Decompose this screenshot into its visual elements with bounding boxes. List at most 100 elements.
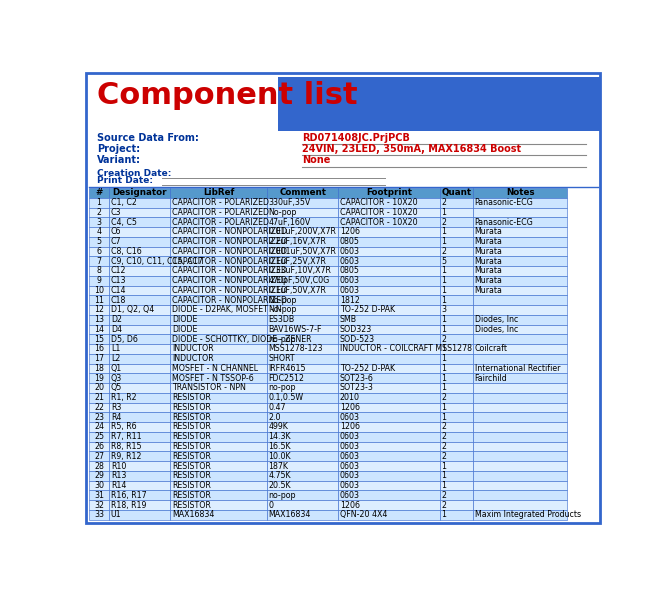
Bar (440, 354, 473, 363)
Bar (89, 237, 109, 247)
Text: RESISTOR: RESISTOR (172, 452, 211, 461)
Bar (89, 256, 109, 266)
Bar (267, 335, 338, 344)
Bar (338, 490, 440, 500)
Bar (473, 432, 567, 442)
Text: CAPACITOR - NONPOLARIZED: CAPACITOR - NONPOLARIZED (172, 227, 287, 237)
Text: R3: R3 (111, 403, 121, 412)
Bar (89, 217, 109, 227)
Text: D2: D2 (111, 315, 122, 324)
Text: 1: 1 (442, 354, 447, 363)
Text: 1: 1 (442, 286, 447, 295)
Text: 24: 24 (94, 422, 104, 431)
Bar (109, 247, 170, 256)
Bar (440, 188, 473, 198)
Bar (89, 510, 109, 520)
Bar (440, 296, 473, 305)
Bar (267, 324, 338, 335)
Text: 2.2uF,16V,X7R: 2.2uF,16V,X7R (269, 237, 326, 246)
Text: R14: R14 (111, 481, 126, 490)
Text: RESISTOR: RESISTOR (172, 422, 211, 431)
Text: R4: R4 (111, 413, 121, 422)
Text: 1: 1 (442, 373, 447, 383)
Text: D1, Q2, Q4: D1, Q2, Q4 (111, 306, 154, 314)
Text: 3: 3 (442, 306, 447, 314)
Text: CAPACITOR - 10X20: CAPACITOR - 10X20 (340, 198, 417, 207)
Text: 1206: 1206 (340, 227, 360, 237)
Text: 10: 10 (94, 286, 104, 295)
Bar (338, 296, 440, 305)
Text: 1: 1 (442, 267, 447, 276)
Bar (170, 393, 267, 402)
Text: 2: 2 (442, 393, 447, 402)
Bar (89, 451, 109, 461)
Text: Murata: Murata (474, 257, 502, 266)
Bar (89, 481, 109, 490)
Text: 2010: 2010 (340, 393, 360, 402)
Bar (89, 324, 109, 335)
Text: Print Date:: Print Date: (96, 176, 153, 185)
Text: 17: 17 (94, 354, 104, 363)
Text: 1206: 1206 (340, 403, 360, 412)
Bar (170, 237, 267, 247)
Text: L1: L1 (111, 345, 120, 353)
Text: Project:: Project: (96, 144, 140, 154)
Bar (440, 247, 473, 256)
Text: R16, R17: R16, R17 (111, 491, 147, 500)
Text: Footprint: Footprint (366, 188, 412, 198)
Bar (89, 315, 109, 324)
Text: RESISTOR: RESISTOR (172, 413, 211, 422)
Bar (267, 198, 338, 208)
Text: 1: 1 (442, 276, 447, 285)
Text: Diodes, Inc: Diodes, Inc (474, 315, 518, 324)
Bar (170, 296, 267, 305)
Bar (267, 296, 338, 305)
Text: 7: 7 (96, 257, 102, 266)
Bar (109, 237, 170, 247)
Text: 187K: 187K (269, 461, 289, 470)
Bar (170, 344, 267, 354)
Bar (440, 451, 473, 461)
Text: 6: 6 (96, 247, 102, 256)
Bar (279, 77, 600, 131)
Bar (89, 344, 109, 354)
Bar (440, 256, 473, 266)
Bar (89, 276, 109, 286)
Bar (338, 286, 440, 296)
Text: INDUCTOR: INDUCTOR (172, 345, 214, 353)
Bar (89, 296, 109, 305)
Text: Variant:: Variant: (96, 155, 141, 165)
Bar (473, 315, 567, 324)
Text: 0603: 0603 (340, 432, 360, 441)
Bar (109, 344, 170, 354)
Text: Q5: Q5 (111, 384, 122, 392)
Bar (170, 354, 267, 363)
Text: RESISTOR: RESISTOR (172, 461, 211, 470)
Bar (473, 510, 567, 520)
Bar (170, 402, 267, 412)
Text: 10.0K: 10.0K (269, 452, 291, 461)
Bar (440, 412, 473, 422)
Text: RESISTOR: RESISTOR (172, 471, 211, 480)
Bar (473, 324, 567, 335)
Text: no-pop: no-pop (269, 384, 296, 392)
Bar (89, 354, 109, 363)
Bar (440, 373, 473, 383)
Text: CAPACITOR - NONPOLARIZED: CAPACITOR - NONPOLARIZED (172, 237, 287, 246)
Bar (473, 198, 567, 208)
Text: CAPACITOR - NONPOLARIZED: CAPACITOR - NONPOLARIZED (172, 247, 287, 256)
Bar (267, 471, 338, 481)
Bar (170, 315, 267, 324)
Text: LibRef: LibRef (203, 188, 234, 198)
Bar (109, 354, 170, 363)
Text: MOSFET - N CHANNEL: MOSFET - N CHANNEL (172, 364, 258, 373)
Bar (267, 305, 338, 315)
Bar (89, 500, 109, 510)
Bar (109, 286, 170, 296)
Text: 24VIN, 23LED, 350mA, MAX16834 Boost: 24VIN, 23LED, 350mA, MAX16834 Boost (302, 144, 521, 154)
Text: RD071408JC.PrjPCB: RD071408JC.PrjPCB (302, 133, 410, 143)
Text: CAPACITOR - POLARIZED: CAPACITOR - POLARIZED (172, 218, 269, 227)
Text: Panasonic-ECG: Panasonic-ECG (474, 198, 533, 207)
Text: Designator: Designator (113, 188, 167, 198)
Bar (267, 500, 338, 510)
